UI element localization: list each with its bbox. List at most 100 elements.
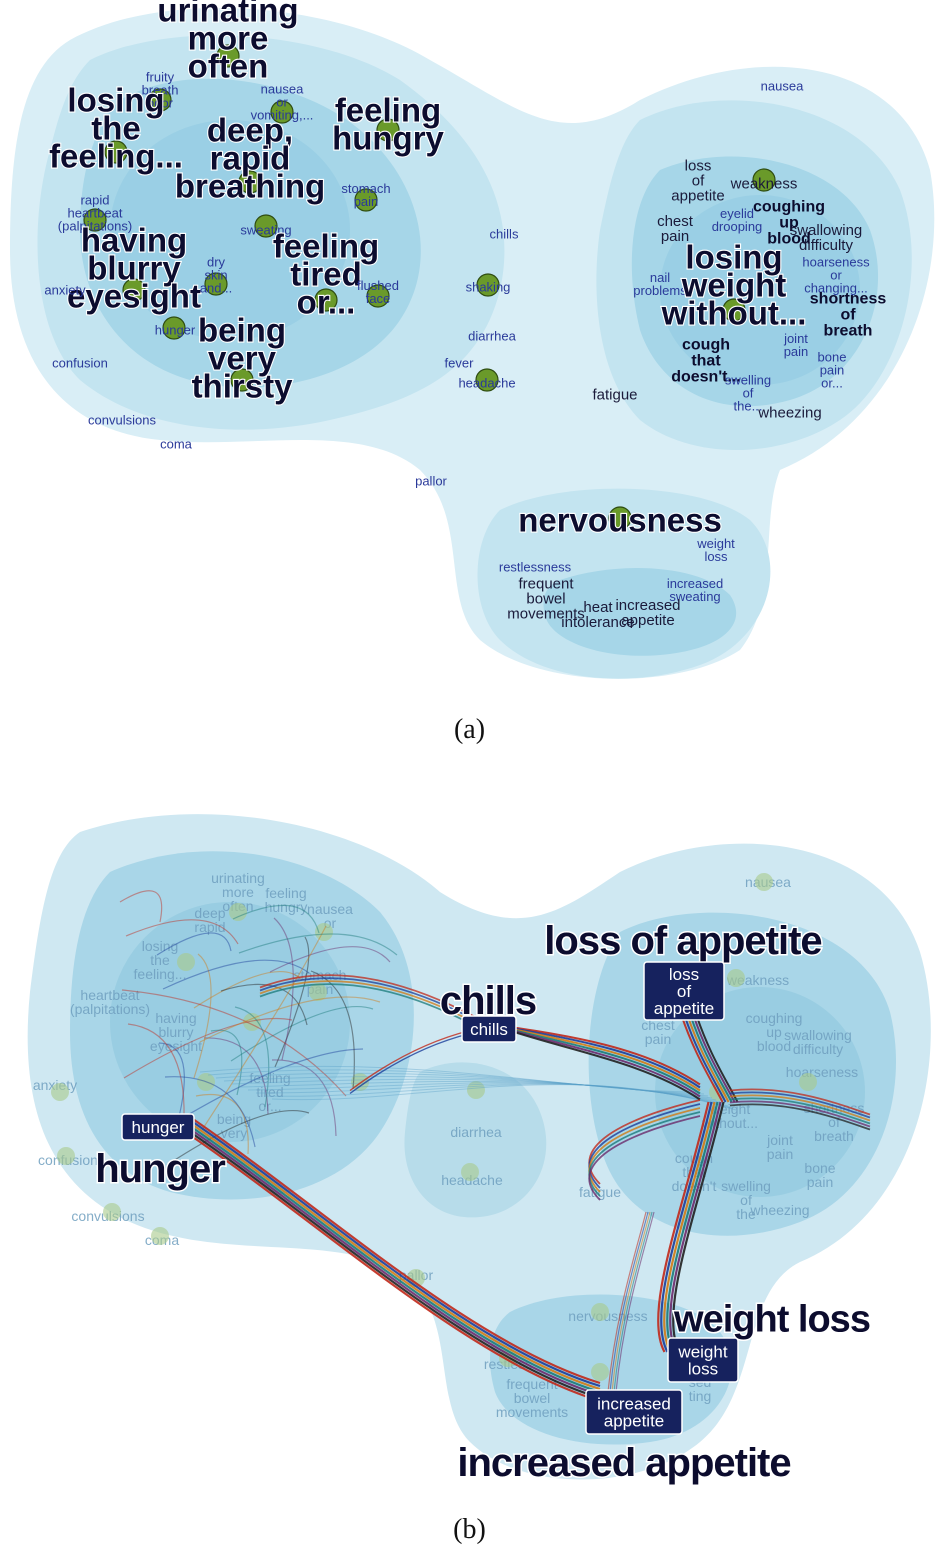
- cluster-edge: [123, 1017, 293, 1079]
- symptom-label-swallowing: swallowing difficulty: [790, 222, 863, 254]
- highlight-title-loss_of_appetite: loss of appetite: [544, 919, 821, 963]
- faded-label-hoarse: hoarseness: [786, 1064, 858, 1080]
- faint-edge: [271, 1084, 737, 1111]
- symptom-label-feeling_tired: feeling tired or...: [273, 228, 379, 321]
- edge-left-chills: [259, 983, 481, 1030]
- symptom-label-joint: joint pain: [783, 331, 808, 359]
- highlight-title-weight_loss: weight loss: [673, 1298, 870, 1340]
- edge-right-spray: [729, 1094, 871, 1122]
- edge-right-spray: [729, 1088, 871, 1116]
- faded-label-wheezing: wheezing: [749, 1202, 809, 1218]
- symptom-label-convulsions: convulsions: [88, 413, 156, 428]
- cluster-edge: [164, 1076, 256, 1148]
- faded-label-joint: joint pain: [766, 1132, 793, 1162]
- symptom-node: [216, 44, 240, 68]
- symptom-label-dry: dry skin and...: [200, 255, 233, 296]
- cluster-edge: [193, 970, 303, 1009]
- edge-right-spray: [729, 1100, 871, 1128]
- symptom-label-losing_w: losing weight without...: [661, 239, 807, 332]
- symptom-label-restless: restlessness: [499, 560, 572, 575]
- highlight-box-hunger: [121, 1113, 195, 1141]
- edge-right-spray: [729, 1097, 871, 1125]
- faint-edge: [263, 1083, 733, 1109]
- cluster-edge: [119, 890, 163, 923]
- symptom-node: [238, 170, 262, 194]
- highlight-increased_appetite: increased appetite increased appetite: [456, 1389, 793, 1487]
- symptom-label-shaking: shaking: [466, 280, 511, 295]
- symptom-label-confusion: confusion: [52, 356, 108, 371]
- edge-hunger-incapp: [189, 1125, 601, 1394]
- faded-node: [799, 1073, 817, 1091]
- highlight-hunger: hunger hunger: [94, 1113, 228, 1193]
- bubble-mid-b-center: [404, 1062, 547, 1218]
- symptom-label-being: being very thirsty: [192, 312, 294, 405]
- edge-weight-weightloss: [669, 1101, 722, 1353]
- symptom-label-wheezing: wheezing: [757, 404, 821, 421]
- faint-edge: [215, 1072, 709, 1097]
- edge-weight-weightloss: [660, 1101, 713, 1353]
- faint-edge: [247, 1082, 725, 1105]
- faint-edge: [239, 1080, 721, 1103]
- faded-label-losing: losing the feeling...: [134, 938, 187, 982]
- symptom-label-nausea2: nausea: [761, 79, 804, 94]
- faded-label-diarrhea: diarrhea: [450, 1124, 502, 1140]
- faded-label-swelling: swelling of the: [721, 1178, 771, 1222]
- cluster-edge: [160, 1048, 364, 1132]
- symptom-label-cough: cough that doesn't...: [671, 337, 741, 386]
- cluster-edge: [234, 1006, 270, 1108]
- symptom-label-nausea1: nausea or vomiting,...: [251, 82, 314, 123]
- edge-fatigue-loop: [588, 1115, 701, 1201]
- faded-node: [103, 1203, 121, 1221]
- cluster-edge: [310, 970, 355, 1090]
- cluster-edge: [162, 959, 310, 990]
- faded-label-swallowing: swallowing difficulty: [784, 1027, 852, 1057]
- symptom-node: [376, 118, 400, 142]
- symptom-label-increased_sw: increased sweating: [667, 576, 723, 604]
- cluster-edge: [201, 925, 327, 1131]
- faded-label-coughing: coughing up blood: [746, 1010, 803, 1054]
- faded-label-heartbeat: heartbeat (palpitations): [70, 987, 150, 1017]
- symptom-node: [354, 188, 378, 212]
- faded-labels-b: urinatingmoreoftenfeelinghungrynauseaord…: [33, 870, 865, 1420]
- bubble-core-left: [110, 120, 350, 340]
- symptom-node: [366, 284, 390, 308]
- symptom-label-shortness: shortness of breath: [810, 291, 887, 340]
- symptom-node: [475, 368, 499, 392]
- symptom-label-eyelid: eyelid drooping: [712, 206, 763, 234]
- edge-incapp-weight: [609, 1211, 649, 1393]
- edge-weight-weightloss: [657, 1101, 710, 1353]
- edge-left-chills: [259, 980, 481, 1027]
- cluster-edge: [127, 1023, 185, 1119]
- cluster-edge: [210, 1029, 243, 1096]
- symptom-label-nail: nail problems: [633, 270, 687, 298]
- symptom-label-fruity: fruity breath odor: [142, 70, 179, 111]
- symptom-label-headache: headache: [458, 376, 515, 391]
- symptom-node: [608, 506, 632, 530]
- edge-left-chills: [259, 974, 481, 1021]
- edge-incapp-weight: [615, 1211, 655, 1393]
- symptom-node: [314, 288, 338, 312]
- cluster-edge: [195, 1094, 249, 1155]
- faint-edge: [231, 1078, 717, 1101]
- panel-b: urinatingmoreoftenfeelinghungrynauseaord…: [0, 792, 939, 1502]
- symptom-node: [148, 88, 172, 112]
- symptom-label-coughing: coughing up blood: [753, 199, 825, 248]
- cluster-edge: [230, 1005, 374, 1062]
- faded-node: [51, 1083, 69, 1101]
- cluster-edge: [158, 1042, 185, 1126]
- faint-edge: [207, 1069, 705, 1095]
- edge-incapp-weight: [607, 1211, 647, 1393]
- edge-fatigue-loop: [588, 1111, 701, 1197]
- highlight-box-increased_appetite: [585, 1389, 683, 1435]
- symptom-label-increased_app: increased appetite: [615, 597, 680, 629]
- edge-red-cross: [349, 1029, 471, 1092]
- symptom-label-anxiety: anxiety: [44, 283, 86, 298]
- cluster-edge: [166, 1109, 310, 1166]
- faded-node: [243, 1013, 261, 1031]
- symptom-label-fever: fever: [445, 356, 475, 371]
- symptom-label-nervousness: nervousness: [518, 502, 722, 539]
